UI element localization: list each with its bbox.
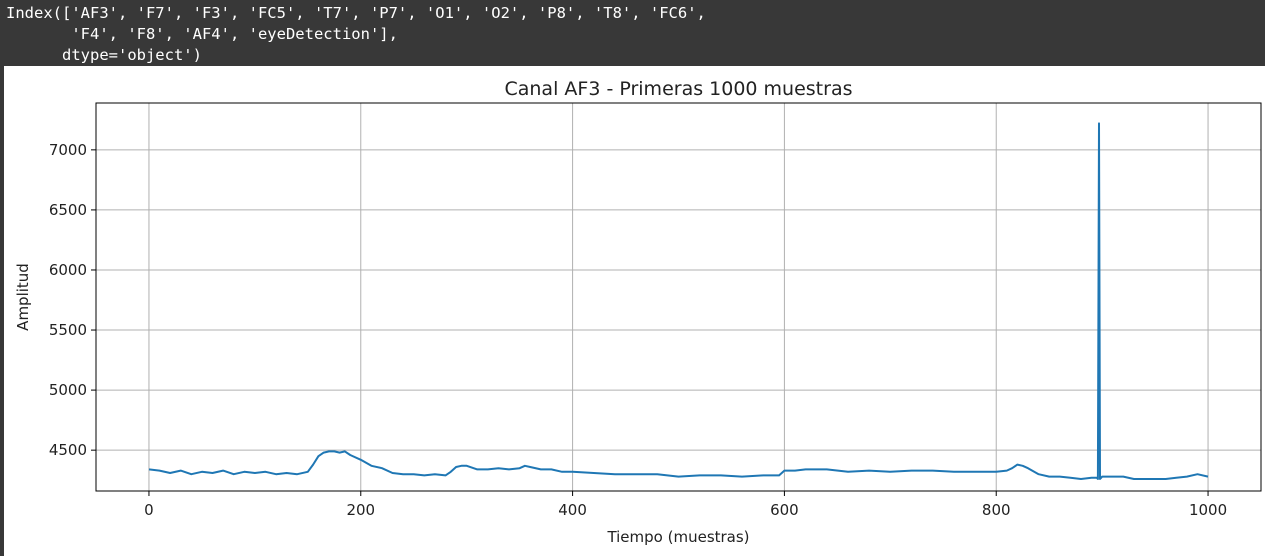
x-tick-label: 1000	[1189, 501, 1227, 519]
output-line: 'F4', 'F8', 'AF4', 'eyeDetection'],	[6, 25, 398, 43]
output-line: Index(['AF3', 'F7', 'F3', 'FC5', 'T7', '…	[6, 4, 706, 22]
series-line	[148, 122, 1209, 480]
y-axis-label: Amplitud	[14, 263, 32, 331]
cell-output-text: Index(['AF3', 'F7', 'F3', 'FC5', 'T7', '…	[6, 3, 706, 66]
y-tick-label: 7000	[49, 141, 87, 159]
plot-frame	[95, 102, 1262, 492]
x-axis-label: Tiempo (muestras)	[606, 528, 749, 546]
x-tick-label: 600	[770, 501, 799, 519]
y-tick-label: 5000	[49, 381, 87, 399]
chart-figure: Canal AF3 - Primeras 1000 muestras Tiemp…	[4, 66, 1265, 556]
y-tick-label: 4500	[49, 441, 87, 459]
x-tick-label: 200	[346, 501, 375, 519]
x-tick-label: 800	[982, 501, 1011, 519]
output-line: dtype='object')	[6, 46, 202, 64]
x-tick-label: 0	[144, 501, 154, 519]
y-tick-label: 6500	[49, 201, 87, 219]
chart-title: Canal AF3 - Primeras 1000 muestras	[504, 78, 852, 100]
y-tick-label: 6000	[49, 261, 87, 279]
x-tick-label: 400	[558, 501, 587, 519]
y-tick-label: 5500	[49, 321, 87, 339]
line-chart: Canal AF3 - Primeras 1000 muestras Tiemp…	[14, 78, 1262, 546]
